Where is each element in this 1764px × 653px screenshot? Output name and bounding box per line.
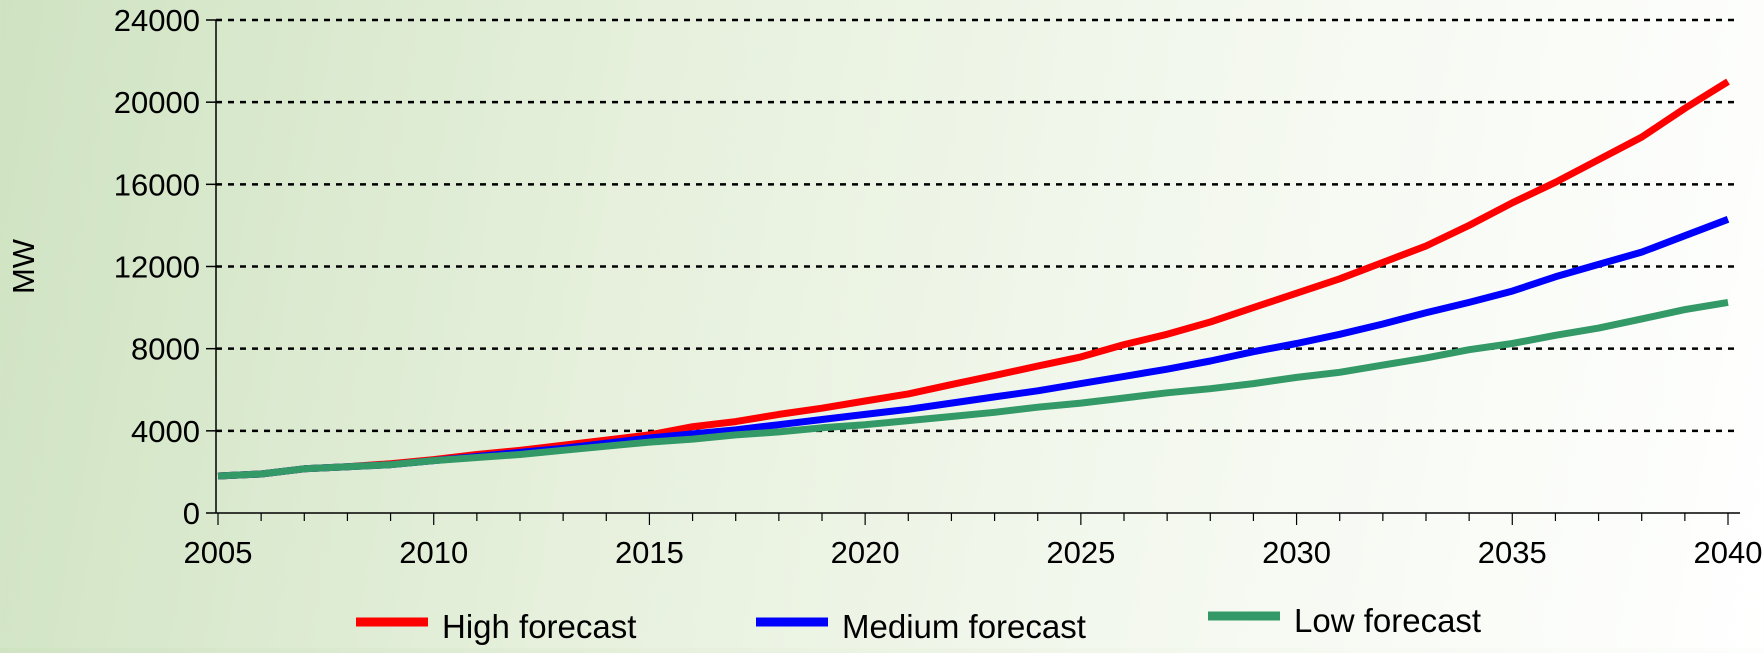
x-tick-label: 2025 bbox=[1046, 535, 1115, 570]
x-tick-label: 2030 bbox=[1262, 535, 1331, 570]
axes: 0 4000 8000 12000 16000 20000 24000 2005 2010 201… bbox=[6, 3, 1762, 570]
x-tick-label: 2015 bbox=[615, 535, 684, 570]
x-tick-label: 2035 bbox=[1478, 535, 1547, 570]
x-tick-label: 2040 bbox=[1694, 535, 1763, 570]
x-tick-label: 2005 bbox=[184, 535, 253, 570]
y-tick-label: 12000 bbox=[114, 250, 200, 285]
y-tick-label: 0 bbox=[183, 496, 200, 531]
legend-label-medium-forecast: Medium forecast bbox=[842, 608, 1086, 645]
x-tick-label: 2020 bbox=[831, 535, 900, 570]
y-tick-label: 8000 bbox=[131, 332, 200, 367]
y-tick-label: 20000 bbox=[114, 85, 200, 120]
y-tick-label: 24000 bbox=[114, 3, 200, 38]
y-tick-label: 16000 bbox=[114, 167, 200, 202]
legend: High forecast Medium forecast Low forecast bbox=[356, 602, 1481, 645]
y-tick-label: 4000 bbox=[131, 414, 200, 449]
series-line-low-forecast bbox=[217, 298, 1729, 480]
series-lines bbox=[217, 78, 1730, 480]
y-axis-label: MW bbox=[6, 238, 41, 294]
gridlines bbox=[216, 18, 1740, 433]
x-tick-label: 2010 bbox=[399, 535, 468, 570]
legend-label-high-forecast: High forecast bbox=[442, 608, 636, 645]
legend-label-low-forecast: Low forecast bbox=[1294, 602, 1481, 639]
